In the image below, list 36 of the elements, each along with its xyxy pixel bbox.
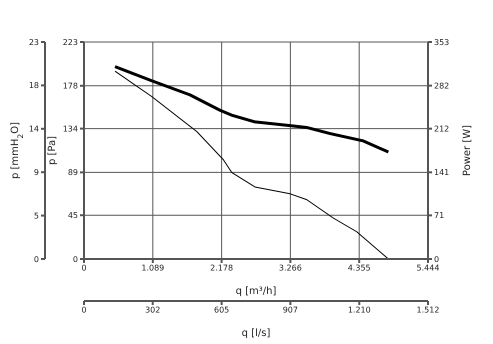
x-tick-label: 4.355 bbox=[348, 264, 371, 273]
y-tick-label: 89 bbox=[68, 168, 78, 178]
x-axis-title: q [m³/h] bbox=[236, 286, 276, 297]
x-tick-label: 3.266 bbox=[278, 264, 302, 273]
x2-tick-label: 0 bbox=[81, 306, 87, 315]
x2-tick-label: 605 bbox=[214, 306, 230, 315]
y2-tick-label: 14 bbox=[28, 124, 39, 134]
line-series bbox=[114, 70, 389, 259]
line-series bbox=[114, 65, 390, 154]
y-tick-label: 134 bbox=[62, 124, 78, 134]
y2-tick-label: 5 bbox=[34, 211, 39, 220]
y3-tick-label: 353 bbox=[434, 38, 450, 47]
y3-tick-label: 282 bbox=[434, 81, 450, 90]
y3-tick-label: 141 bbox=[434, 168, 450, 178]
x2-tick-label: 907 bbox=[282, 306, 298, 315]
x2-tick-label: 1.210 bbox=[348, 306, 371, 315]
y-tick-label: 178 bbox=[62, 82, 78, 91]
x2-tick-label: 1.512 bbox=[416, 306, 440, 315]
x-tick-label: 1.089 bbox=[141, 264, 164, 273]
y2-tick-label: 23 bbox=[28, 38, 39, 47]
y3-axis-title: Power [W] bbox=[462, 124, 473, 176]
x2-tick-label: 302 bbox=[145, 306, 160, 315]
x2-axis-title: q [l/s] bbox=[242, 328, 270, 339]
y-axis-title: p [Pa] bbox=[47, 136, 58, 166]
y-tick-label: 45 bbox=[68, 211, 78, 220]
y2-tick-label: 0 bbox=[34, 254, 39, 264]
y-tick-label: 223 bbox=[62, 38, 78, 47]
y3-tick-label: 0 bbox=[434, 254, 440, 264]
y3-tick-label: 71 bbox=[434, 211, 444, 220]
y-tick-label: 0 bbox=[72, 254, 78, 264]
y2-tick-label: 18 bbox=[28, 81, 39, 90]
y3-tick-label: 212 bbox=[434, 124, 450, 134]
y2-tick-label: 9 bbox=[34, 168, 39, 178]
x-tick-label: 2.178 bbox=[210, 264, 234, 273]
x-tick-label: 0 bbox=[81, 264, 87, 273]
x-tick-label: 5.444 bbox=[416, 264, 440, 273]
